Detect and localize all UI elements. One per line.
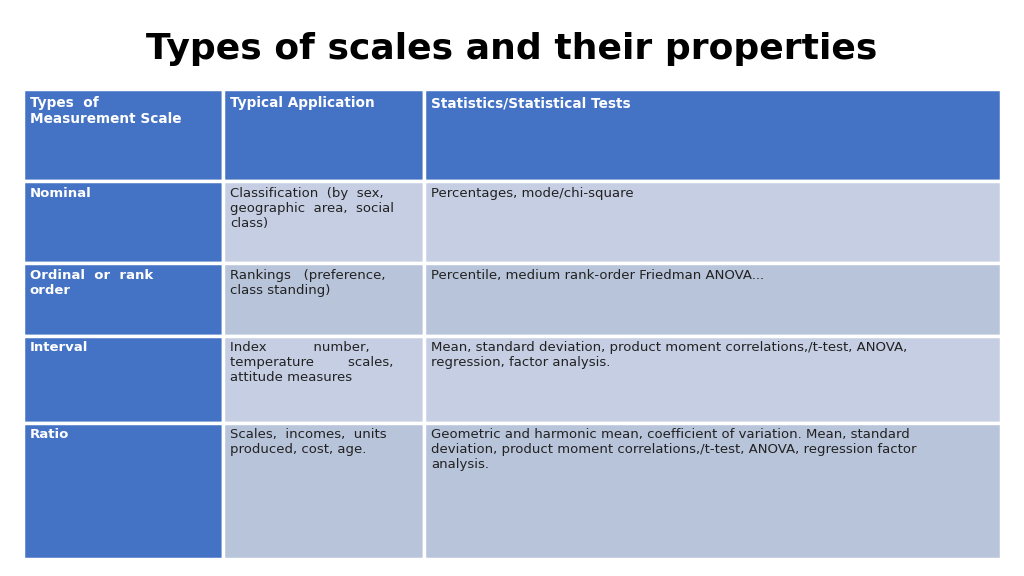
Text: Mean, standard deviation, product moment correlations,/t-test, ANOVA,
regression: Mean, standard deviation, product moment… [431, 342, 907, 369]
Bar [424, 181, 1001, 263]
Text: Rankings   (preference,
class standing): Rankings (preference, class standing) [230, 269, 386, 297]
Bar [23, 423, 223, 559]
Bar [424, 263, 1001, 336]
Text: Statistics/Statistical Tests: Statistics/Statistical Tests [431, 96, 631, 110]
Text: Scales,  incomes,  units
produced, cost, age.: Scales, incomes, units produced, cost, a… [230, 429, 387, 456]
Text: Typical Application: Typical Application [230, 96, 375, 110]
Bar [223, 181, 424, 263]
Text: Index           number,
temperature        scales,
attitude measures: Index number, temperature scales, attitu… [230, 342, 394, 385]
Text: Geometric and harmonic mean, coefficient of variation. Mean, standard
deviation,: Geometric and harmonic mean, coefficient… [431, 429, 916, 471]
Text: Ordinal  or  rank
order: Ordinal or rank order [30, 269, 153, 297]
Bar [23, 336, 223, 423]
Bar [424, 89, 1001, 181]
Bar [23, 89, 223, 181]
Bar [424, 336, 1001, 423]
Bar [424, 423, 1001, 559]
Text: Interval: Interval [30, 342, 88, 354]
Bar [223, 263, 424, 336]
Text: Classification  (by  sex,
geographic  area,  social
class): Classification (by sex, geographic area,… [230, 187, 394, 230]
Bar [223, 336, 424, 423]
Bar [223, 423, 424, 559]
Text: Types  of
Measurement Scale: Types of Measurement Scale [30, 96, 181, 126]
Bar [23, 181, 223, 263]
Bar [23, 263, 223, 336]
Text: Percentages, mode/chi-square: Percentages, mode/chi-square [431, 187, 634, 199]
Bar [223, 89, 424, 181]
Text: Types of scales and their properties: Types of scales and their properties [146, 32, 878, 66]
Text: Ratio: Ratio [30, 429, 69, 441]
Text: Nominal: Nominal [30, 187, 91, 199]
Text: Percentile, medium rank-order Friedman ANOVA...: Percentile, medium rank-order Friedman A… [431, 269, 764, 282]
